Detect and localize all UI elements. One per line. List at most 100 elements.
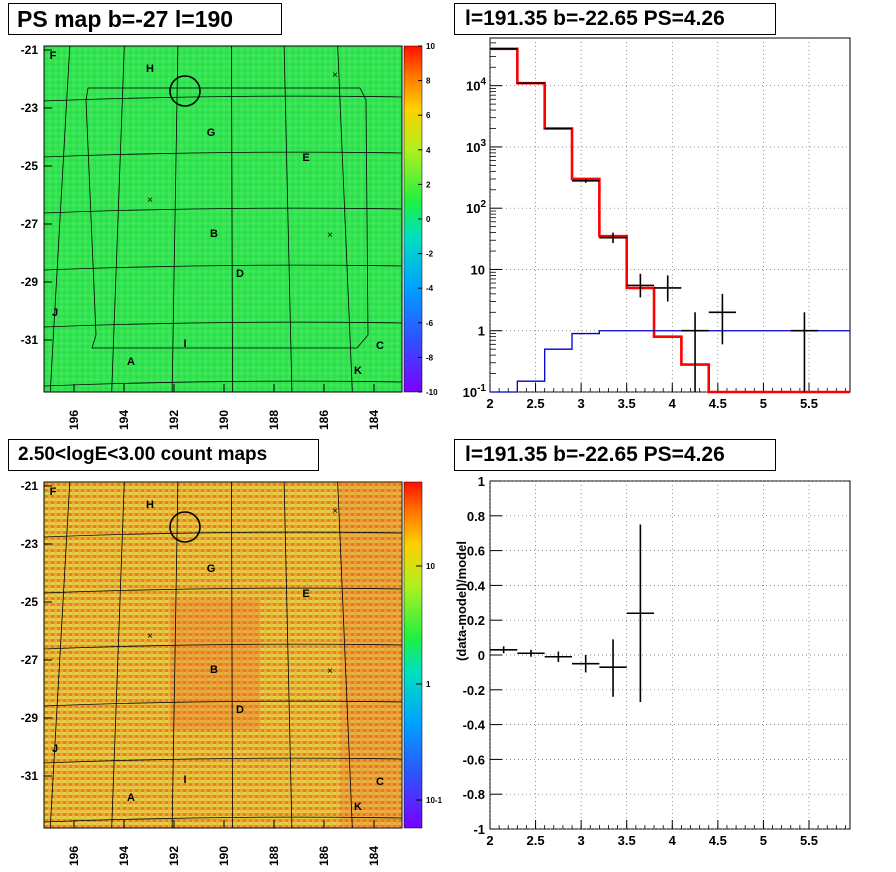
ps-map-title: PS map b=-27 l=190 <box>8 3 282 35</box>
y-tick-label: -27 <box>21 217 39 231</box>
y-tick-label: 103 <box>466 138 486 155</box>
y-tick-label: 0.2 <box>467 613 485 628</box>
ps-colorbar-ticks: 10 8 6 4 2 0 -2 -4 -6 -8 -10 <box>418 42 438 397</box>
y-tick-label: 10 <box>471 262 485 277</box>
source-label-C: C <box>376 776 384 788</box>
source-marker: × <box>147 631 153 642</box>
x-tick-label: 2.5 <box>527 833 545 848</box>
y-tick-label: -0.4 <box>463 718 486 733</box>
x-tick-label: 196 <box>67 410 81 430</box>
source-marker: × <box>332 506 338 517</box>
lon-grid-line <box>337 45 353 393</box>
x-tick-label: 192 <box>167 410 181 430</box>
x-tick-label: 196 <box>67 846 81 866</box>
x-tick-label: 3.5 <box>618 396 636 411</box>
x-tick-label: 190 <box>217 410 231 430</box>
y-tick-label: -29 <box>21 711 39 725</box>
x-tick-label: 5 <box>760 833 767 848</box>
y-tick-label: -0.6 <box>463 752 485 767</box>
lat-grid-line <box>43 700 403 707</box>
source-label-G: G <box>207 563 216 575</box>
count-map-source-labels: F H G E B D J I A C K × × × <box>50 486 384 813</box>
lon-grid-line <box>231 481 233 829</box>
count-colorbar-ticks: 10 1 10-1 <box>416 562 443 805</box>
source-label-B: B <box>210 228 218 240</box>
x-tick-label: 184 <box>367 846 381 866</box>
ps-map-target-circle <box>169 75 201 107</box>
colorbar-tick-label: -10 <box>426 388 438 397</box>
lon-grid-line <box>283 481 293 829</box>
count-map-area <box>43 481 403 829</box>
y-tick-label: 104 <box>466 77 486 94</box>
x-tick-label: 3 <box>578 396 585 411</box>
lat-grid-line <box>43 380 403 387</box>
lon-grid-line <box>49 45 71 393</box>
count-map-hot-region <box>170 600 260 730</box>
residual-title: l=191.35 b=-22.65 PS=4.26 <box>454 439 776 471</box>
x-tick-label: 5.5 <box>800 396 818 411</box>
lon-grid-line <box>111 481 125 829</box>
source-label-C: C <box>376 340 384 352</box>
colorbar-tick-label: 0 <box>426 215 431 224</box>
colorbar-tick-label: -6 <box>426 319 434 328</box>
y-tick-label: -25 <box>21 595 39 609</box>
spectrum-chart: 2 2.5 3 3.5 4 4.5 5 5.5 10-1 1 10 102 103 104 <box>463 37 851 411</box>
source-label-H: H <box>146 499 154 511</box>
y-tick-label: -1 <box>473 822 485 837</box>
x-tick-label: 4 <box>669 396 677 411</box>
y-tick-label: -0.2 <box>463 683 485 698</box>
lon-grid-line <box>49 481 71 829</box>
y-tick-label: 10-1 <box>463 383 487 400</box>
colorbar-tick-label: 4 <box>426 146 431 155</box>
y-tick-label: -23 <box>21 537 39 551</box>
colorbar-tick-label: 6 <box>426 111 431 120</box>
lon-grid-line <box>337 481 353 829</box>
y-tick-label: -31 <box>21 333 39 347</box>
x-tick-label: 192 <box>167 846 181 866</box>
x-tick-label: 188 <box>267 410 281 430</box>
x-tick-label: 184 <box>367 410 381 430</box>
x-tick-label: 186 <box>317 846 331 866</box>
ps-map-roi-outline <box>85 87 369 349</box>
colorbar-tick-label: 1 <box>426 680 431 689</box>
lat-grid-line <box>43 151 403 158</box>
source-label-K: K <box>354 801 362 813</box>
colorbar-tick-label: 10 <box>426 562 435 571</box>
x-tick-label: 190 <box>217 846 231 866</box>
source-marker: × <box>327 666 333 677</box>
lon-grid-line <box>231 45 233 393</box>
y-tick-label: 102 <box>466 199 486 216</box>
y-tick-label: 1 <box>478 324 485 339</box>
ps-map-source-labels: F H G E B D J I A C K × × × <box>50 50 384 377</box>
colorbar-tick-label: 10 <box>426 42 435 51</box>
source-label-G: G <box>207 127 216 139</box>
source-marker: × <box>147 195 153 206</box>
x-tick-label: 5.5 <box>800 833 818 848</box>
y-tick-label: 0.6 <box>467 544 485 559</box>
source-label-D: D <box>236 704 244 716</box>
lat-grid-line <box>43 757 403 764</box>
y-tick-label: 1 <box>478 474 485 489</box>
lat-grid-line <box>43 264 403 271</box>
x-tick-label: 3.5 <box>618 833 636 848</box>
source-label-J: J <box>52 307 58 319</box>
x-tick-label: 194 <box>117 410 131 430</box>
count-map-coordinate-grid <box>43 481 403 829</box>
source-marker: × <box>327 230 333 241</box>
x-tick-label: 2 <box>486 396 493 411</box>
count-map-title: 2.50<logE<3.00 count maps <box>8 439 319 471</box>
lat-grid-line <box>43 816 403 823</box>
ps-map-axes: 196 194 192 190 188 186 184 -21 -23 -25 -27 -29 -31 <box>21 43 381 430</box>
lat-grid-line <box>43 531 403 538</box>
count-map-panel: F H G E B D J I A C K × × × 10 1 10-1 196 194 192 190 188 18… <box>21 479 443 866</box>
x-tick-label: 4.5 <box>709 833 727 848</box>
y-tick-label: -21 <box>21 43 39 57</box>
source-label-I: I <box>183 338 186 350</box>
lat-grid-line <box>43 587 403 594</box>
source-label-E: E <box>302 152 309 164</box>
colorbar-tick-label: -4 <box>426 284 434 293</box>
colorbar-tick-label: 10-1 <box>426 796 443 805</box>
source-label-A: A <box>127 356 135 368</box>
source-label-F: F <box>50 50 57 62</box>
y-tick-label: 0.8 <box>467 509 485 524</box>
